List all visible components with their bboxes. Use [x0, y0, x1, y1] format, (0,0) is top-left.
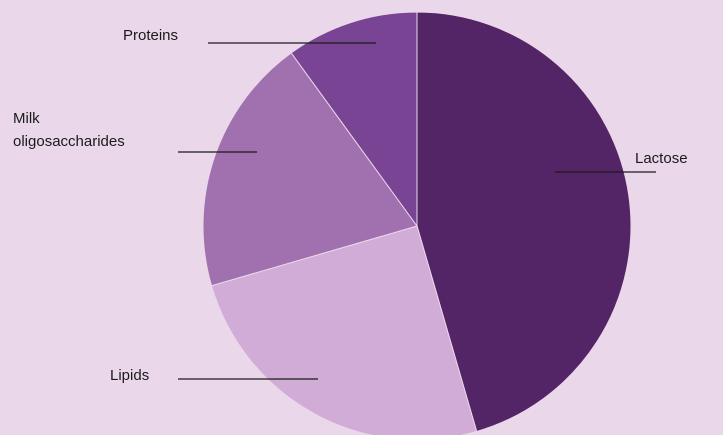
- pie-slice-proteins: [290, 11, 418, 228]
- slice-label-lipids: Lipids: [110, 367, 318, 384]
- pie-slices: [202, 11, 632, 435]
- pie-slice-lactose: [416, 11, 632, 433]
- slice-label-text-lactose: Lactose: [635, 150, 688, 167]
- slice-label-proteins: Proteins: [123, 27, 376, 44]
- pie-slice-lipids: [210, 225, 478, 435]
- slice-label-text-milk: Milk: [13, 110, 40, 127]
- slice-label-lactose: Lactose: [555, 150, 688, 173]
- pie-labels: Lactose Lipids Milk oligosaccharides Pro…: [13, 27, 688, 384]
- slice-label-text-proteins: Proteins: [123, 27, 178, 44]
- slice-label-milk-oligosaccharides: Milk oligosaccharides: [13, 110, 257, 153]
- pie-slice-milk-oligosaccharides: [202, 52, 418, 287]
- slice-label-text-oligosaccharides: oligosaccharides: [13, 133, 125, 150]
- slice-label-text-lipids: Lipids: [110, 367, 149, 384]
